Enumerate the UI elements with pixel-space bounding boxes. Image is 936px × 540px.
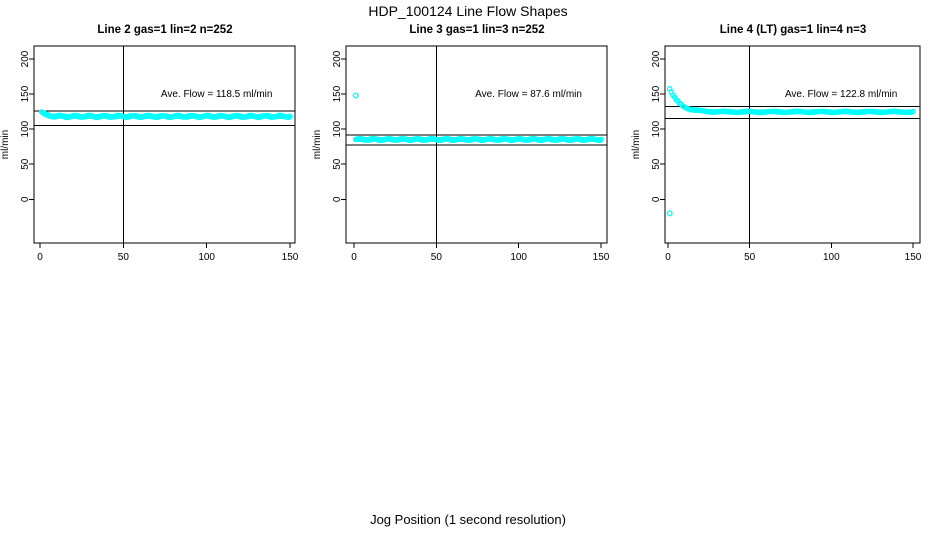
x-tick-label: 100	[198, 252, 215, 263]
plot-box	[664, 45, 921, 244]
y-tick-label: 150	[20, 85, 31, 102]
x-tick-label: 50	[744, 252, 756, 263]
panel-line3-plot: 0 50 100 150 200 ml/min 0 50 100 150 Ave. Flow = 8…	[312, 45, 610, 263]
y-tick-label: 100	[332, 120, 343, 137]
x-tick-label: 0	[665, 252, 671, 263]
figure-title: HDP_100124 Line Flow Shapes	[368, 3, 568, 19]
x-tick-label: 150	[905, 252, 922, 263]
x-tick-label: 150	[282, 252, 299, 263]
ref-lines	[34, 110, 295, 126]
x-tick-label: 50	[431, 252, 443, 263]
data-points	[352, 92, 604, 144]
panel-2-title: Line 3 gas=1 lin=3 n=252	[409, 24, 545, 36]
x-tick-label: 0	[37, 252, 43, 263]
ref-lines	[665, 106, 920, 119]
ave-flow-annotation: Ave. Flow = 118.5 ml/min	[161, 89, 273, 100]
y-tick-label: 0	[20, 196, 31, 202]
y-tick-label: 0	[651, 196, 662, 202]
y-axis-title: ml/min	[631, 130, 642, 159]
y-tick-label: 150	[651, 85, 662, 102]
y-tick-label: 0	[332, 196, 343, 202]
ave-flow-annotation: Ave. Flow = 87.6 ml/min	[475, 89, 582, 100]
x-axis: 0 50 100 150	[37, 243, 299, 263]
x-axis-label: Jog Position (1 second resolution)	[370, 512, 566, 527]
plot-box	[33, 45, 296, 244]
x-tick-label: 0	[351, 252, 357, 263]
data-points	[38, 109, 293, 121]
outlier-point	[666, 210, 673, 217]
y-tick-label: 50	[651, 158, 662, 170]
panel-line2-plot: 0 50 100 150 200 ml/min 0 50 100 150 Ave. Flow = 1…	[0, 45, 299, 263]
x-tick-label: 100	[510, 252, 527, 263]
data-points	[666, 85, 916, 217]
y-axis-title: ml/min	[312, 130, 323, 159]
x-tick-label: 150	[593, 252, 610, 263]
ave-flow-annotation: Ave. Flow = 122.8 ml/min	[785, 89, 897, 100]
y-tick-label: 100	[651, 120, 662, 137]
x-axis: 0 50 100 150	[351, 243, 610, 263]
y-axis: 0 50 100 150 200	[651, 50, 665, 202]
y-tick-label: 150	[332, 85, 343, 102]
y-tick-label: 100	[20, 120, 31, 137]
ref-lines	[346, 134, 607, 146]
y-tick-label: 50	[332, 158, 343, 170]
x-tick-label: 50	[118, 252, 130, 263]
y-axis: 0 50 100 150 200	[20, 50, 34, 202]
panel-3-title: Line 4 (LT) gas=1 lin=4 n=3	[719, 24, 867, 36]
panel-line4-plot: 0 50 100 150 200 ml/min 0 50 100 150 Ave. Flow = 1…	[631, 45, 922, 263]
x-axis: 0 50 100 150	[665, 243, 922, 263]
y-tick-label: 200	[20, 50, 31, 67]
plots-canvas: 0 50 100 150 200 ml/min 0 50 100 150 Ave. Flow = 1…	[0, 45, 922, 263]
y-tick-label: 200	[651, 50, 662, 67]
y-axis-title: ml/min	[0, 130, 11, 159]
y-tick-label: 50	[20, 158, 31, 170]
x-tick-label: 100	[823, 252, 840, 263]
panel-1-title: Line 2 gas=1 lin=2 n=252	[97, 24, 233, 36]
outlier-point	[352, 92, 359, 99]
plot-box	[345, 45, 608, 244]
y-tick-label: 200	[332, 50, 343, 67]
y-axis: 0 50 100 150 200	[332, 50, 346, 202]
